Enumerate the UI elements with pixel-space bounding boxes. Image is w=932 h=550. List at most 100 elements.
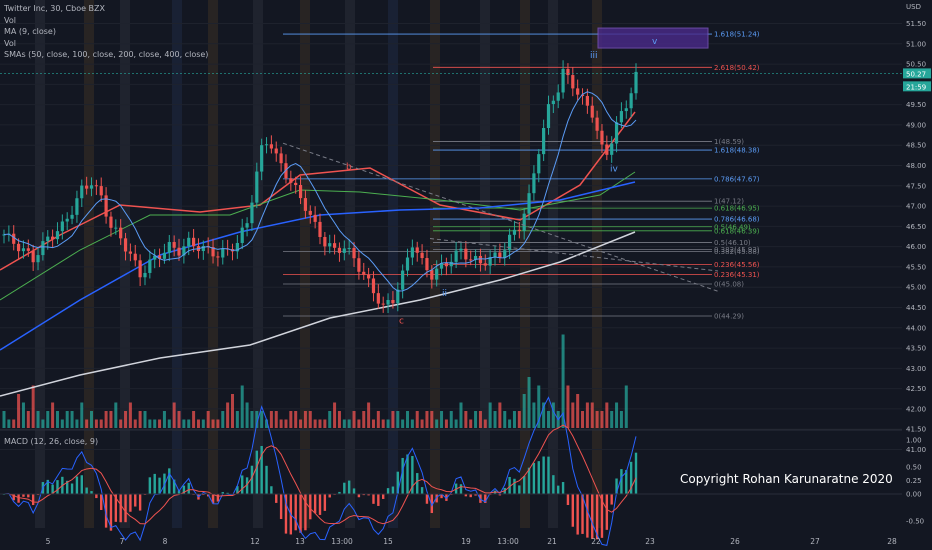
macd-hist-63 (309, 494, 312, 520)
macd-hist-64 (313, 494, 317, 514)
macd-hist-31 (153, 473, 156, 494)
macd-hist-24 (119, 494, 122, 523)
candle-body-87 (425, 258, 429, 271)
legend-smas: SMAs (50, close, 100, close, 200, close,… (4, 50, 209, 59)
macd-hist-105 (513, 478, 516, 494)
volume-bar-86 (420, 419, 424, 428)
volume-bar-40 (196, 419, 200, 428)
price-tick-2: 50.50 (906, 61, 926, 69)
macd-hist-86 (420, 487, 424, 494)
candle-body-90 (439, 263, 444, 269)
macd-hist-120 (586, 494, 589, 538)
macd-hist-56 (275, 494, 278, 503)
candle-body-8 (41, 241, 45, 256)
candle-body-74 (362, 271, 366, 275)
candle-body-85 (415, 247, 419, 253)
candle-body-15 (75, 198, 79, 215)
macd-hist-66 (323, 494, 327, 511)
session-band-11 (520, 0, 530, 528)
volume-bar-9 (46, 411, 50, 428)
price-tick-16: 43.50 (906, 345, 926, 353)
candle-body-25 (123, 238, 128, 252)
macd-hist-130 (634, 452, 638, 494)
macd-hist-116 (566, 494, 570, 506)
macd-hist-113 (552, 475, 555, 494)
volume-bar-81 (396, 411, 400, 428)
candle-body-44 (216, 256, 220, 258)
candle-body-67 (328, 243, 332, 247)
volume-bar-98 (478, 411, 482, 428)
macd-pane (0, 396, 902, 546)
volume-bar-63 (308, 411, 312, 428)
volume-bar-109 (532, 402, 536, 428)
candle-body-38 (187, 237, 191, 247)
macd-hist-61 (299, 494, 302, 533)
candle-body-36 (177, 247, 181, 256)
volume-bar-99 (483, 419, 487, 428)
volume-bar-41 (201, 419, 205, 428)
macd-hist-82 (401, 457, 404, 494)
volume-bar-105 (512, 411, 516, 428)
session-band-8 (388, 0, 398, 528)
volume-bar-0 (2, 411, 6, 428)
volume-bar-45 (221, 411, 225, 428)
macd-hist-43 (211, 494, 215, 504)
volume-bar-77 (376, 411, 380, 428)
volume-bar-107 (522, 394, 526, 428)
candle-body-124 (605, 144, 609, 155)
candle-body-111 (542, 127, 546, 155)
candle-body-18 (89, 185, 94, 189)
fib-label-1: 2.618(50.42) (714, 64, 760, 72)
fib-label-13: 0.236(45.56) (714, 261, 760, 269)
volume-bar-33 (162, 411, 166, 428)
price-tag-bg-0 (903, 68, 931, 79)
candle-body-41 (201, 245, 205, 252)
candle-body-100 (488, 257, 492, 266)
volume-bar-39 (192, 411, 196, 428)
volume-bar-92 (449, 411, 453, 428)
macd-hist-97 (474, 494, 477, 496)
candle-body-20 (99, 186, 103, 196)
candle-body-33 (162, 252, 167, 259)
volume-bar-95 (464, 411, 468, 428)
candle-body-64 (313, 214, 317, 222)
wave-label-5: c (399, 317, 404, 327)
volume-bar-15 (75, 419, 79, 428)
candle-body-68 (332, 243, 337, 248)
volume-bar-57 (279, 419, 283, 428)
candle-body-93 (454, 250, 458, 262)
volume-bar-31 (153, 419, 157, 428)
candle-body-92 (449, 261, 453, 267)
volume-bar-3 (17, 394, 21, 428)
session-band-0 (35, 0, 45, 528)
price-tick-13: 45.00 (906, 284, 926, 292)
copyright-text: Copyright Rohan Karunaratne 2020 (680, 472, 893, 486)
macd-hist-55 (270, 486, 273, 494)
macd-hist-94 (459, 484, 463, 494)
candle-body-96 (469, 259, 473, 261)
macd-hist-21 (104, 494, 108, 528)
candle-body-89 (435, 268, 439, 280)
candle-body-129 (629, 93, 633, 109)
fibonacci-levels[interactable]: 1.618(51.24) 2.618(50.42) 1(48.59)1.618(48… (283, 27, 760, 321)
macd-hist-122 (595, 494, 599, 540)
volume-bar-62 (303, 411, 307, 428)
sma200-line (0, 181, 636, 351)
volume-bar-67 (328, 411, 332, 428)
volume-bar-24 (119, 419, 123, 428)
volume-bar-34 (167, 419, 171, 428)
macd-hist-126 (615, 478, 618, 494)
time-tick-9: 21 (547, 537, 557, 546)
volume-bar-110 (537, 385, 541, 428)
candlesticks[interactable] (2, 60, 638, 314)
symbol-title[interactable]: Twitter Inc, 30, Cboe BZX (4, 4, 106, 13)
volume-bar-69 (337, 411, 341, 428)
volume-bar-27 (133, 419, 137, 428)
macd-hist-119 (581, 494, 584, 534)
candle-body-75 (367, 274, 371, 279)
time-tick-4: 13 (295, 537, 305, 546)
macd-hist-45 (221, 492, 224, 494)
macd-hist-67 (328, 494, 331, 498)
time-tick-1: 7 (120, 537, 125, 546)
